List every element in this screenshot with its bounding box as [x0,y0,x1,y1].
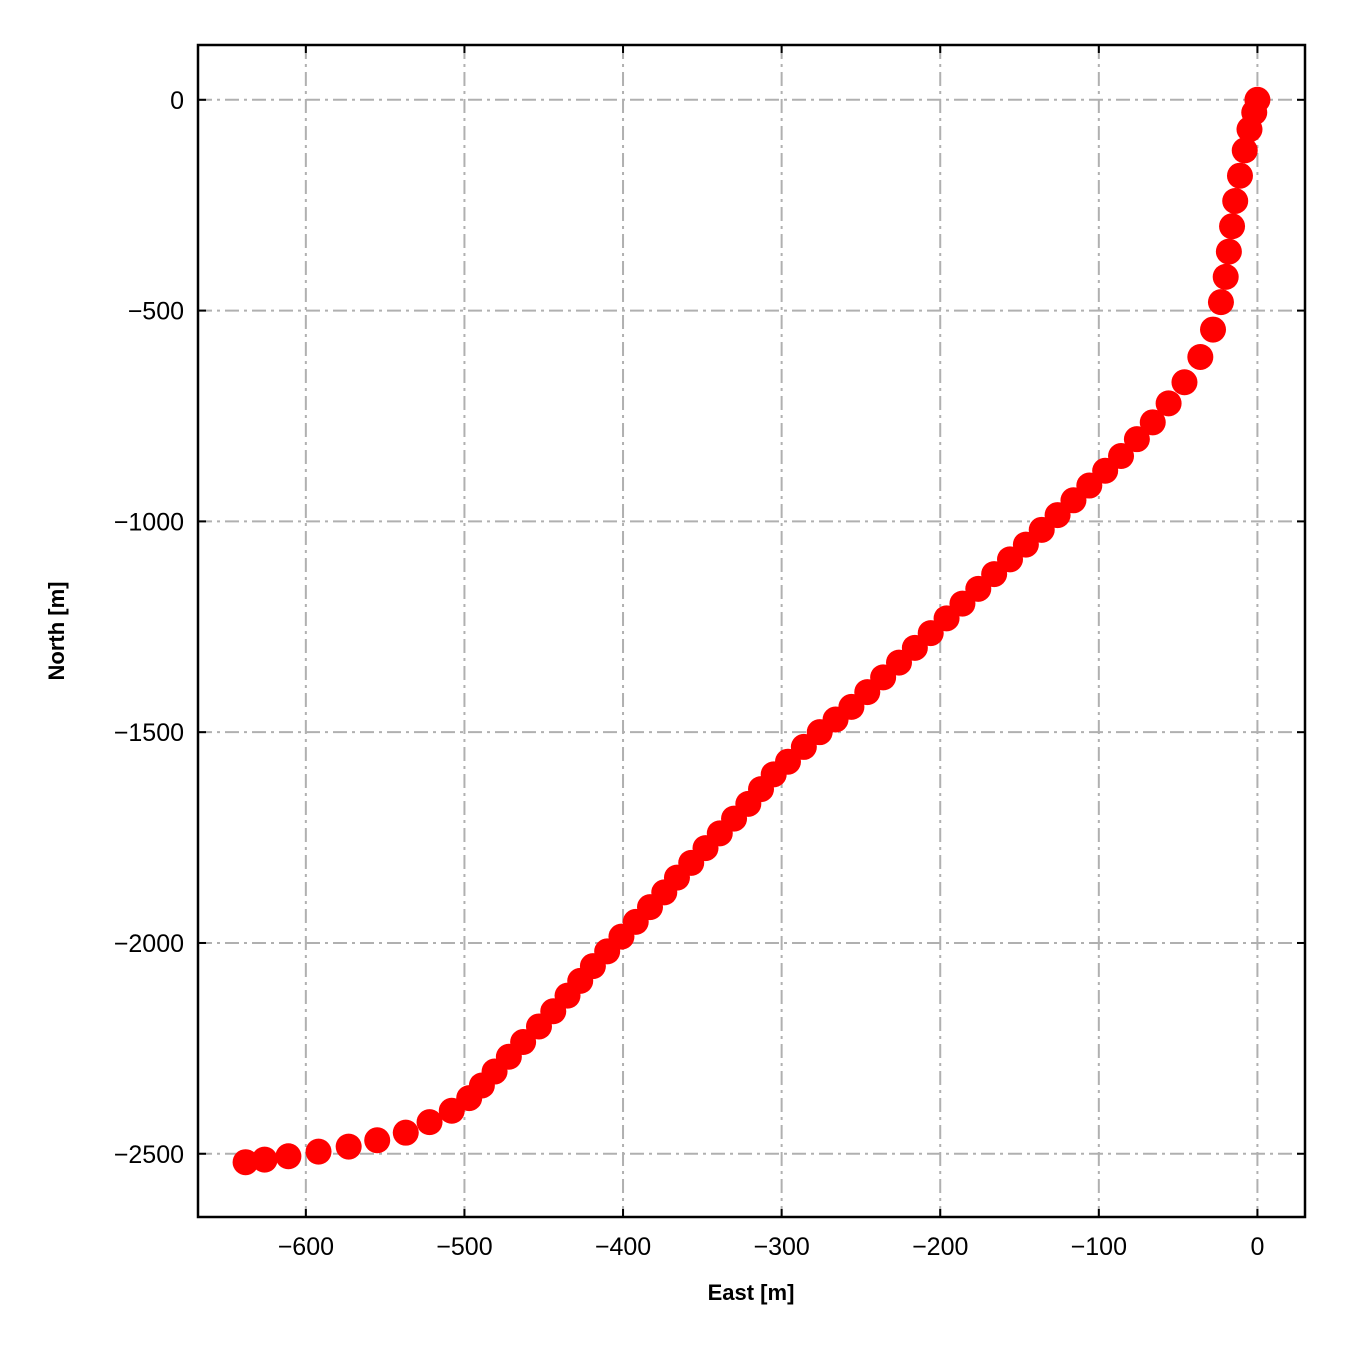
data-point [232,1149,259,1176]
data-point [1207,289,1234,316]
y-tick-label: −1500 [114,719,184,747]
data-point [1123,426,1150,453]
data-point [1155,390,1182,417]
data-point [1187,343,1214,370]
x-tick-label: 0 [1250,1233,1264,1261]
data-point [1200,316,1227,343]
x-tick-label: −500 [436,1233,492,1261]
y-tick-label: −1000 [114,508,184,536]
y-tick-label: −2500 [114,1141,184,1169]
data-point [1212,263,1239,290]
data-point [1139,409,1166,436]
data-point [364,1127,391,1154]
data-point [251,1146,278,1173]
y-tick-label: −2000 [114,930,184,958]
data-point [1171,369,1198,396]
data-points [232,86,1271,1176]
x-tick-label: −200 [912,1233,968,1261]
grid [198,45,1305,1217]
data-point [335,1133,362,1160]
data-point [305,1138,332,1165]
data-point [1226,162,1253,189]
data-point [510,1029,537,1056]
y-tick-label: 0 [170,87,184,115]
plot-frame [196,43,1307,1219]
x-axis-title: East [m] [708,1280,795,1305]
data-point [1231,137,1258,164]
data-point [1222,187,1249,214]
y-axis-ticks: 0 −500 −1000 −1500 −2000 −2500 [114,87,1305,1169]
data-point [1219,213,1246,240]
data-point [275,1143,302,1170]
x-tick-label: −300 [753,1233,809,1261]
data-point [1108,443,1135,470]
data-point [1244,86,1271,113]
x-tick-label: −100 [1071,1233,1127,1261]
data-point [416,1109,443,1136]
data-point [1215,238,1242,265]
x-tick-label: −600 [278,1233,334,1261]
y-axis-title: North [m] [44,582,69,681]
x-tick-label: −400 [595,1233,651,1261]
y-tick-label: −500 [128,298,184,326]
data-point [392,1119,419,1146]
x-axis-ticks: −600 −500 −400 −300 −200 −100 0 [278,45,1264,1261]
